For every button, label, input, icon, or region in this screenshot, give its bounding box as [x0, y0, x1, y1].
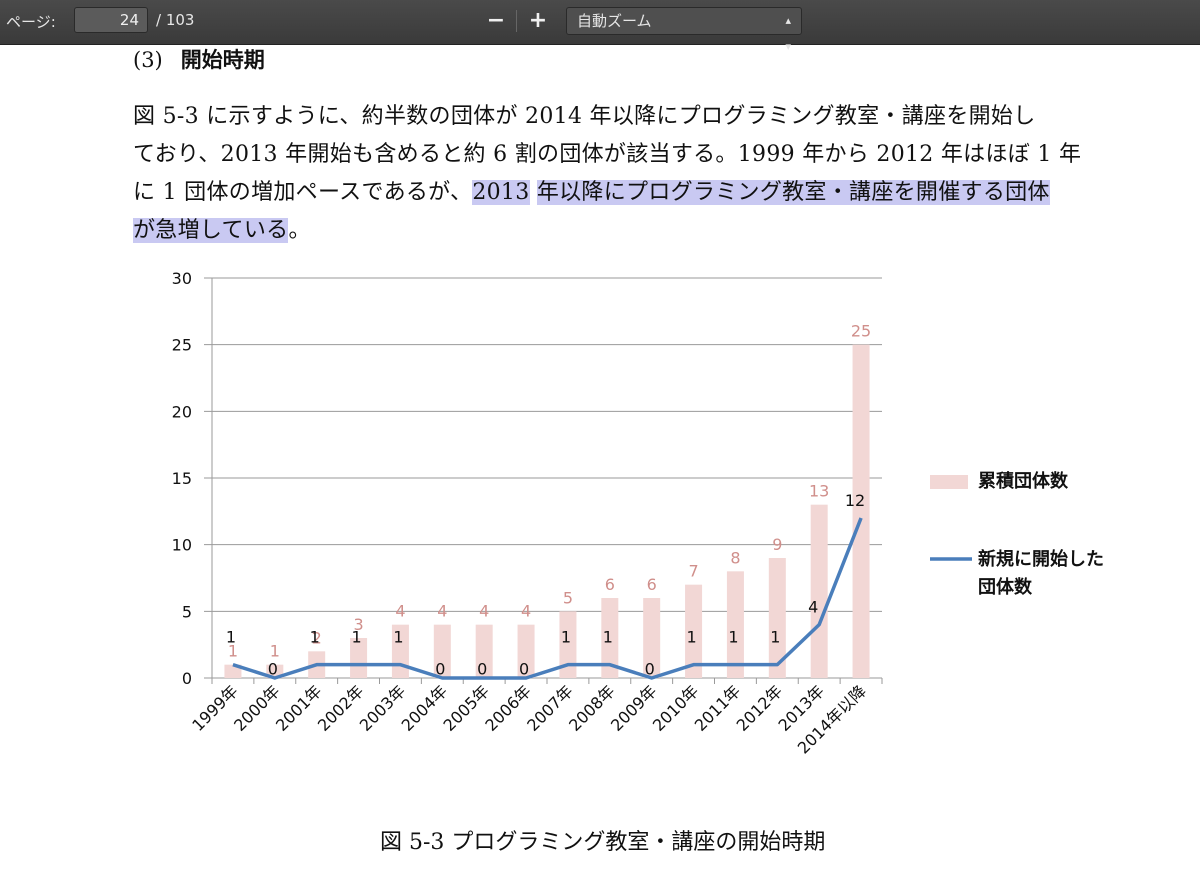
- body-paragraph[interactable]: 図 5-3 に示すように、約半数の団体が 2014 年以降にプログラミング教室・…: [133, 98, 1123, 250]
- bar-value-label: 6: [605, 575, 615, 594]
- x-category-label: 2003年: [356, 681, 410, 735]
- select-arrows-icon: ▴ ▾: [785, 14, 791, 53]
- line-value-label: 1: [226, 628, 236, 647]
- page-label: ページ:: [6, 13, 56, 31]
- bar-cumulative: [350, 638, 368, 678]
- bar-value-label: 4: [479, 602, 489, 621]
- line-value-label: 1: [310, 628, 320, 647]
- y-tick-label: 0: [182, 669, 192, 688]
- bar-value-label: 13: [809, 482, 829, 501]
- zoom-out-button[interactable]: −: [486, 7, 506, 33]
- bar-cumulative: [559, 611, 577, 678]
- line-value-label: 12: [845, 491, 865, 510]
- x-category-label: 2009年: [607, 681, 661, 735]
- y-tick-label: 10: [172, 536, 192, 555]
- y-tick-label: 30: [172, 269, 192, 288]
- bar-cumulative: [852, 344, 870, 678]
- y-tick-label: 25: [172, 336, 192, 355]
- zoom-in-button[interactable]: +: [528, 7, 548, 33]
- line-value-label: 0: [519, 660, 529, 679]
- selected-text[interactable]: 2013: [472, 180, 530, 205]
- bar-cumulative: [266, 664, 284, 678]
- x-category-label: 2011年: [691, 681, 745, 735]
- document-page: (3) 開始時期 図 5-3 に示すように、約半数の団体が 2014 年以降にプロ…: [0, 44, 1200, 879]
- y-tick-label: 5: [182, 602, 192, 621]
- bar-value-label: 4: [395, 602, 405, 621]
- legend-label-new-line1: 新規に開始した: [978, 549, 1104, 570]
- bar-value-label: 3: [353, 615, 363, 634]
- x-category-label: 2010年: [649, 681, 703, 735]
- line-value-label: 4: [808, 598, 818, 617]
- bar-cumulative: [810, 504, 828, 678]
- section-title: 開始時期: [180, 47, 265, 72]
- para-line: ており、2013 年開始も含めると約 6 割の団体が該当する。1999 年から …: [133, 142, 1082, 167]
- line-value-label: 1: [351, 628, 361, 647]
- bar-value-label: 5: [563, 588, 573, 607]
- line-value-label: 0: [477, 660, 487, 679]
- bar-cumulative: [433, 624, 451, 678]
- line-new-groups: [232, 517, 863, 680]
- legend-swatch-cumulative: [930, 475, 968, 489]
- bar-cumulative: [475, 624, 493, 678]
- bar-value-label: 9: [772, 535, 782, 554]
- para-text: 。: [288, 218, 311, 243]
- bar-value-label: 2: [312, 628, 322, 647]
- bar-cumulative: [726, 571, 744, 678]
- bar-cumulative: [768, 558, 786, 678]
- bar-value-label: 1: [228, 642, 238, 661]
- bar-cumulative: [643, 598, 661, 678]
- line-value-label: 0: [645, 660, 655, 679]
- x-category-label: 1999年: [188, 681, 242, 735]
- line-value-label: 1: [561, 628, 571, 647]
- bar-value-label: 4: [521, 602, 531, 621]
- bar-value-label: 25: [851, 322, 871, 341]
- x-category-label: 2000年: [230, 681, 284, 735]
- pdf-toolbar: ページ: 24 / 103 − + 自動ズーム ▴ ▾: [0, 0, 1200, 53]
- bar-cumulative: [685, 584, 703, 678]
- bar-value-label: 6: [647, 575, 657, 594]
- zoom-select[interactable]: 自動ズーム ▴ ▾: [566, 7, 802, 53]
- bar-value-label: 7: [688, 562, 698, 581]
- x-category-label: 2004年: [398, 681, 452, 735]
- toolbar-divider: [516, 10, 517, 32]
- y-tick-label: 15: [172, 469, 192, 488]
- legend-label-new-line2: 団体数: [978, 577, 1032, 598]
- section-number: (3): [133, 48, 163, 72]
- y-tick-label: 20: [172, 402, 192, 421]
- figure-caption: 図 5-3 プログラミング教室・講座の開始時期: [380, 830, 826, 855]
- line-value-label: 1: [728, 628, 738, 647]
- bar-cumulative: [601, 598, 619, 678]
- x-category-label: 2002年: [314, 681, 368, 735]
- line-value-label: 1: [393, 628, 403, 647]
- line-value-label: 1: [686, 628, 696, 647]
- page-number-input[interactable]: 24: [74, 7, 148, 33]
- x-category-label: 2001年: [272, 681, 326, 735]
- line-value-label: 0: [268, 660, 278, 679]
- bar-cumulative: [224, 664, 242, 678]
- bar-value-label: 8: [730, 548, 740, 567]
- selected-text[interactable]: 年以降にプログラミング教室・講座を開催する団体: [536, 180, 1050, 205]
- para-line: 図 5-3 に示すように、約半数の団体が 2014 年以降にプログラミング教室・…: [133, 104, 1036, 129]
- bar-value-label: 1: [270, 642, 280, 661]
- selected-text[interactable]: が急増している: [133, 218, 289, 243]
- line-value-label: 0: [435, 660, 445, 679]
- para-line: が急増している。: [133, 212, 1123, 250]
- x-category-label: 2006年: [481, 681, 535, 735]
- x-category-label: 2005年: [439, 681, 493, 735]
- x-category-label: 2008年: [565, 681, 619, 735]
- section-heading: (3) 開始時期: [133, 44, 265, 74]
- legend-label-cumulative: 累積団体数: [978, 471, 1068, 492]
- bar-value-label: 4: [437, 602, 447, 621]
- x-category-label: 2007年: [523, 681, 577, 735]
- line-value-label: 1: [603, 628, 613, 647]
- para-line: に 1 団体の増加ペースであるが、2013 年以降にプログラミング教室・講座を開…: [133, 174, 1123, 212]
- x-category-label: 2012年: [733, 681, 787, 735]
- zoom-select-value: 自動ズーム: [577, 12, 652, 30]
- para-text: に 1 団体の増加ペースであるが、: [133, 180, 473, 205]
- page-total: / 103: [156, 11, 195, 29]
- bar-cumulative: [517, 624, 535, 678]
- line-value-label: 1: [770, 628, 780, 647]
